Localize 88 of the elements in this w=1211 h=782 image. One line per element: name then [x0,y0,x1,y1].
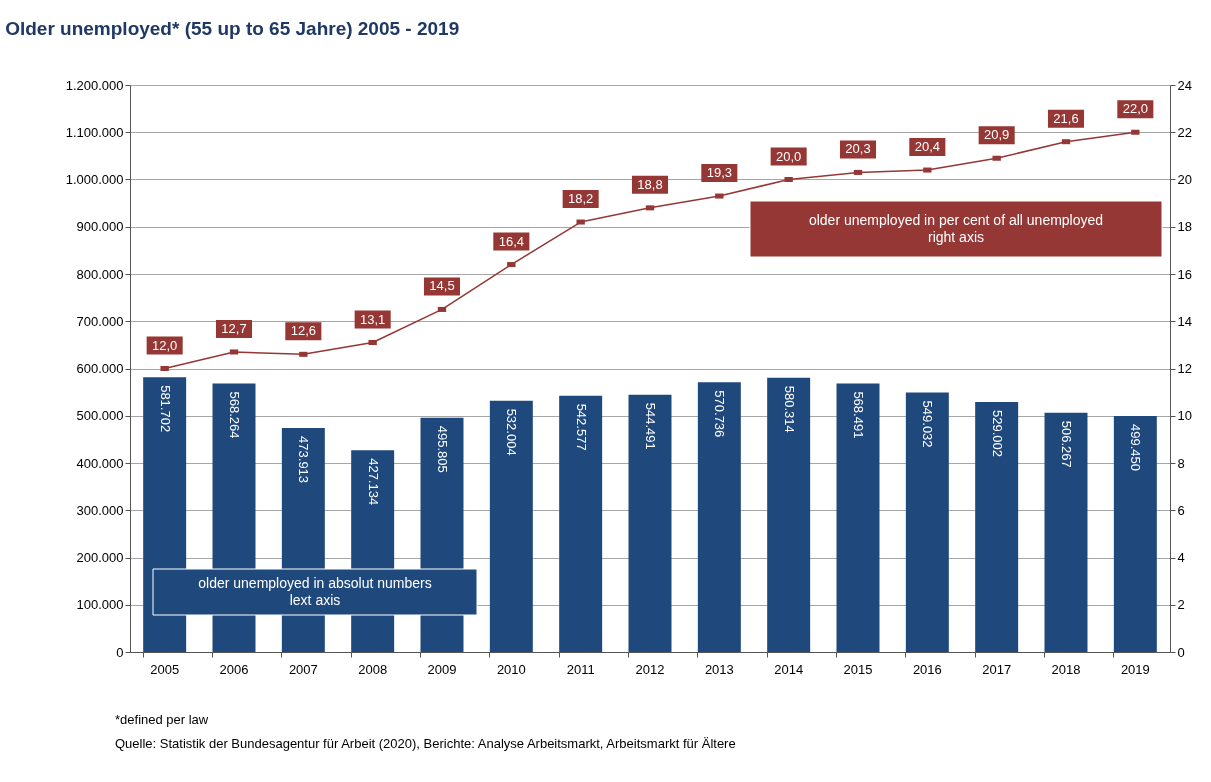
data-label: 12,0 [152,337,178,353]
text: *defined per law [115,712,209,727]
data-label: 22,0 [1122,101,1148,117]
bar [836,383,880,652]
x-tick-label: 2006 [219,661,249,677]
data-label: 473.913 [296,436,312,484]
y2-tick-label: 2 [1177,597,1185,613]
x-tick-label: 2017 [982,661,1012,677]
x-tick-label: 2009 [427,661,457,677]
text: older unemployed in per cent of all unemployed right axis [808,212,1104,245]
x-tick-label: 2015 [843,661,873,677]
x-tick-label: 2018 [1051,661,1081,677]
data-label: 529.002 [989,410,1005,458]
x-tick-label: 2010 [496,661,526,677]
x-tick-label: 2016 [912,661,942,677]
data-label: 19,3 [706,165,732,181]
data-label: 427.134 [365,458,381,506]
x-tick-label: 2019 [1120,661,1150,677]
data-label: 532.004 [504,408,520,456]
x-tick-label: 2008 [358,661,388,677]
data-label: 506.267 [1059,420,1074,468]
point [784,176,793,183]
y-tick-label: 1.100.000 [65,124,124,140]
y-tick-label: 900.000 [76,219,124,235]
y2-tick-label: 12 [1177,361,1192,376]
y2-tick-label: 14 [1177,313,1192,329]
x-tick-label: 2012 [635,661,665,677]
y-tick-label: 1.200.000 [65,77,124,93]
bar [559,395,603,652]
bar [975,402,1019,652]
x-tick-label: 2014 [774,661,804,677]
y-tick-label: 600.000 [76,361,124,376]
data-label: 580.314 [781,385,797,433]
data-label: 18,8 [637,176,663,192]
bar [489,400,533,652]
data-label: 495.805 [435,425,450,473]
y2-tick-label: 8 [1177,455,1185,471]
data-label: 20,0 [776,148,802,164]
bar [905,392,949,652]
data-label: 570.736 [712,390,728,438]
y-tick-label: 300.000 [76,502,124,518]
y2-tick-label: 16 [1177,266,1192,282]
bar [697,382,741,652]
data-label: 20,3 [845,141,871,157]
bar [1113,416,1157,652]
data-label: 18,2 [568,191,594,207]
y2-tick-label: 18 [1177,219,1192,235]
y2-tick-label: 4 [1177,550,1185,565]
bar [1044,412,1088,652]
x-tick-label: 2013 [704,661,734,677]
y2-tick-label: 22 [1177,124,1192,140]
data-label: 12,7 [221,320,247,336]
data-label: 581.702 [157,385,173,433]
data-label: 542.577 [573,403,589,451]
data-label: 499.450 [1128,424,1144,472]
data-label: 21,6 [1053,110,1079,126]
y2-tick-label: 10 [1177,408,1192,424]
data-label: 14,5 [429,278,455,294]
y-tick-label: 500.000 [76,408,124,424]
x-tick-label: 2007 [288,661,318,677]
y-tick-label: 800.000 [76,266,124,282]
x-tick-label: 2011 [566,661,595,677]
data-label: 13,1 [360,311,386,327]
data-label: 20,4 [914,139,940,155]
y-tick-label: 0 [116,644,124,660]
data-label: 16,4 [498,233,524,249]
y-tick-label: 700.000 [76,313,124,329]
data-label: 20,9 [984,127,1010,143]
data-label: 568.264 [227,391,242,439]
point [160,365,169,372]
y-tick-label: 400.000 [76,455,124,471]
data-label: 544.491 [643,402,658,450]
y-tick-label: 1.000.000 [65,172,124,187]
chart-title: Older unemployed* (55 up to 65 Jahre) 2005 - 2019 [5,18,460,39]
data-label: 568.491 [851,391,866,439]
bar [767,377,811,652]
data-label: 12,6 [290,323,316,339]
y2-tick-label: 20 [1177,172,1192,187]
y-tick-label: 200.000 [76,550,124,565]
y2-tick-label: 6 [1177,502,1185,518]
series-label: older unemployed in absolut numbers lext axis [198,575,432,608]
source-note: Quelle: Statistik der Bundesagentur für Arbeit (2020), Berichte: Analyse Arbeitsmarkt, Arbeitsmarkt für Ältere [115,736,736,751]
x-tick-label: 2005 [150,661,180,677]
data-label: 549.032 [920,400,936,448]
y-tick-label: 100.000 [76,597,124,613]
y2-tick-label: 0 [1177,644,1185,660]
bar [628,394,672,652]
y2-tick-label: 24 [1177,77,1192,93]
